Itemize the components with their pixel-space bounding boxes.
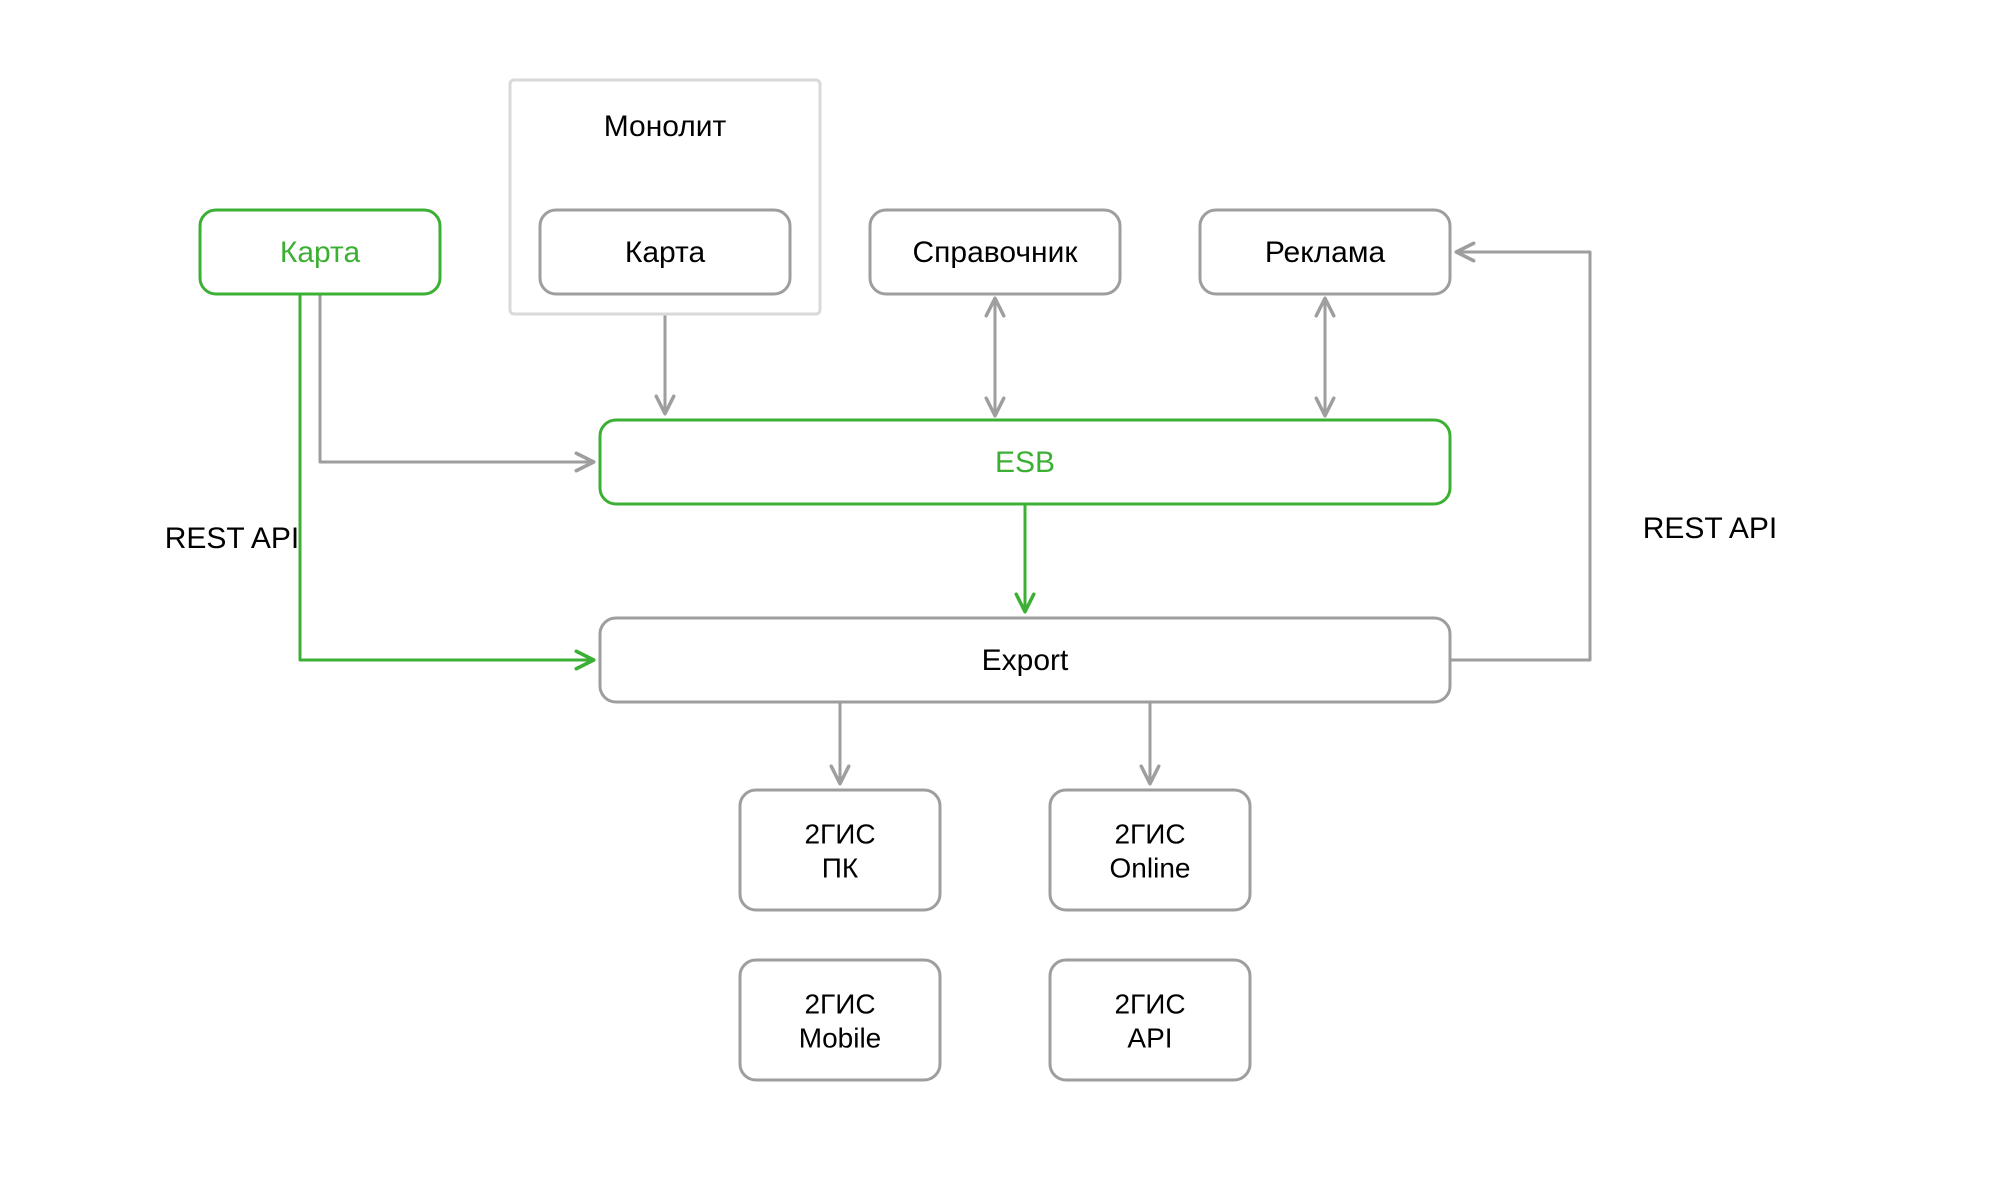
node-label1-pc: 2ГИС <box>804 818 875 849</box>
edge-karta-to-esb <box>320 294 592 462</box>
node-label-reklama: Реклама <box>1265 236 1386 269</box>
node-label2-pc: ПК <box>822 852 859 883</box>
node-label1-mobile: 2ГИС <box>804 988 875 1019</box>
node-label-spravochnik: Справочник <box>913 236 1079 269</box>
node-api: 2ГИСAPI <box>1050 960 1250 1080</box>
node-label-esb: ESB <box>995 446 1055 479</box>
node-pc: 2ГИСПК <box>740 790 940 910</box>
edge-karta-to-export <box>300 294 592 660</box>
edge-export-to-reklama <box>1450 252 1590 660</box>
node-mobile: 2ГИСMobile <box>740 960 940 1080</box>
node-label-karta_green: Карта <box>280 236 361 269</box>
annotation-rest-api-left: REST API <box>165 522 300 555</box>
node-label1-online: 2ГИС <box>1114 818 1185 849</box>
node-label-karta_gray: Карта <box>625 236 706 269</box>
node-label1-api: 2ГИС <box>1114 988 1185 1019</box>
node-karta_green: Карта <box>200 210 440 294</box>
node-label-monolith_container: Монолит <box>604 110 727 143</box>
node-reklama: Реклама <box>1200 210 1450 294</box>
node-label-export: Export <box>982 644 1069 677</box>
node-label2-mobile: Mobile <box>799 1022 881 1053</box>
node-label2-online: Online <box>1110 852 1191 883</box>
node-spravochnik: Справочник <box>870 210 1120 294</box>
nodes-group: Карта Монолит Карта Справочник Реклама ESB Exp… <box>200 80 1450 1080</box>
node-export: Export <box>600 618 1450 702</box>
node-online: 2ГИСOnline <box>1050 790 1250 910</box>
node-karta_gray: Карта <box>540 210 790 294</box>
node-label2-api: API <box>1127 1022 1172 1053</box>
annotations-group: REST API REST API <box>165 512 1778 555</box>
annotation-rest-api-right: REST API <box>1643 512 1778 545</box>
architecture-diagram: Карта Монолит Карта Справочник Реклама ESB Exp… <box>0 0 2000 1180</box>
node-esb: ESB <box>600 420 1450 504</box>
